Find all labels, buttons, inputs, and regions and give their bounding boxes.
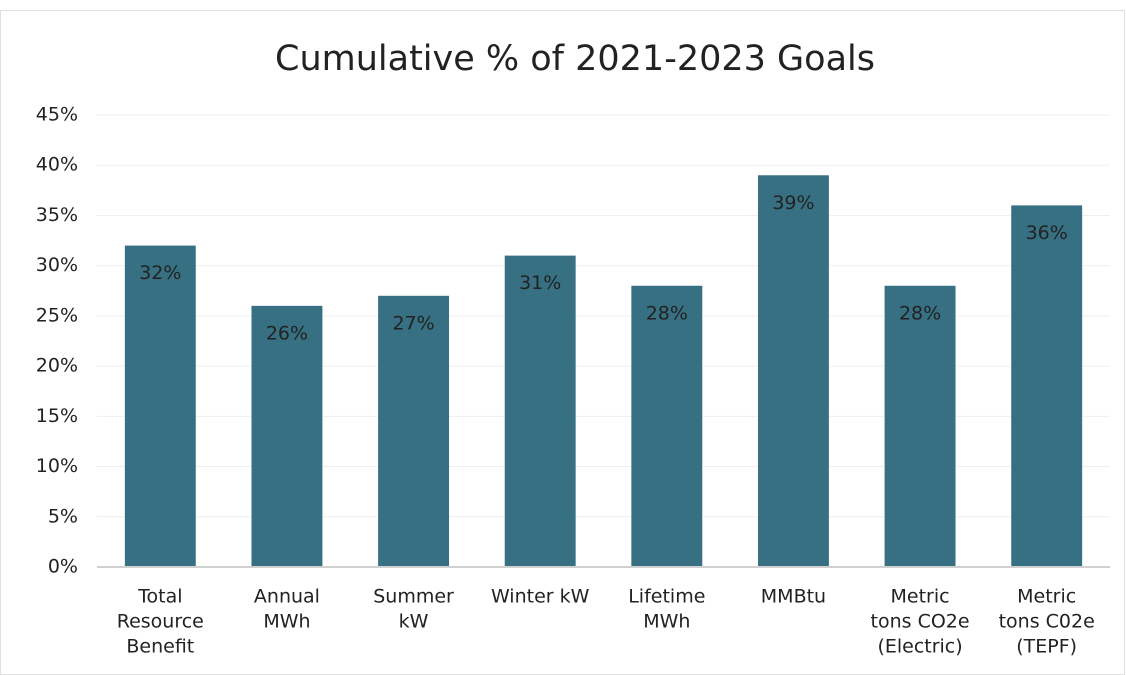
y-tick-label: 45% <box>36 104 78 126</box>
bar <box>757 175 829 567</box>
y-tick-label: 35% <box>36 204 78 226</box>
y-tick-label: 25% <box>36 304 78 326</box>
x-tick-label: kW <box>399 611 429 633</box>
bar <box>1011 205 1083 567</box>
y-tick-label: 0% <box>48 556 78 578</box>
data-label: 26% <box>266 322 308 344</box>
bar <box>124 245 196 568</box>
bar <box>884 285 956 567</box>
y-tick-label: 5% <box>48 505 78 527</box>
data-label: 28% <box>899 302 941 324</box>
x-tick-label: Winter kW <box>491 586 590 608</box>
data-label: 27% <box>392 312 434 334</box>
x-tick-label: Annual <box>254 586 320 608</box>
x-tick-label: (Electric) <box>877 636 962 658</box>
x-tick-label: Resource <box>117 611 204 633</box>
bar <box>378 295 450 567</box>
x-tick-label: MMBtu <box>761 586 826 608</box>
bar <box>504 255 576 567</box>
y-tick-label: 10% <box>36 455 78 477</box>
y-tick-label: 15% <box>36 405 78 427</box>
x-tick-label: MWh <box>643 611 690 633</box>
x-tick-label: tons CO2e <box>871 611 970 633</box>
y-tick-label: 20% <box>36 355 78 377</box>
data-label: 28% <box>646 302 688 324</box>
x-tick-label: tons C02e <box>999 611 1095 633</box>
x-tick-label: Lifetime <box>628 586 705 608</box>
bar <box>251 305 323 567</box>
x-tick-label: Metric <box>891 586 950 608</box>
bar <box>631 285 703 567</box>
data-label: 36% <box>1026 222 1068 244</box>
x-tick-label: Summer <box>373 586 454 608</box>
y-tick-label: 40% <box>36 154 78 176</box>
data-label: 31% <box>519 272 561 294</box>
x-tick-label: MWh <box>263 611 310 633</box>
chart-title: Cumulative % of 2021-2023 Goals <box>275 39 875 79</box>
data-label: 39% <box>772 192 814 214</box>
x-tick-label: Metric <box>1017 586 1076 608</box>
x-tick-label: Total <box>137 586 182 608</box>
data-label: 32% <box>139 262 181 284</box>
y-tick-label: 30% <box>36 254 78 276</box>
x-tick-label: (TEPF) <box>1016 636 1077 658</box>
x-tick-label: Benefit <box>126 636 194 658</box>
